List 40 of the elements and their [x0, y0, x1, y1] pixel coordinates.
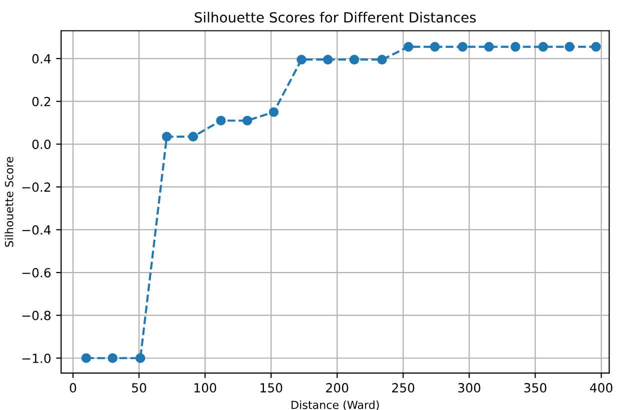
y-tick-label: 0.4 — [32, 54, 51, 64]
point — [538, 42, 548, 52]
y-tick-label: −0.6 — [22, 268, 51, 278]
y-tick-label: 0.0 — [32, 140, 51, 150]
y-tick-label: −0.4 — [22, 225, 51, 235]
x-tick-label: 100 — [194, 383, 216, 392]
point — [404, 42, 414, 52]
x-axis-title: Distance (Ward) — [292, 400, 379, 410]
point — [162, 132, 172, 142]
point — [349, 54, 360, 64]
y-axis-title: Silhouette Score — [4, 156, 14, 247]
x-tick-label: 300 — [458, 383, 480, 392]
point — [296, 54, 306, 64]
point — [484, 42, 494, 52]
point — [216, 116, 226, 126]
x-tick-label: 350 — [524, 383, 546, 392]
y-tick-label: −0.2 — [22, 182, 50, 192]
x-tick-label: 0 — [70, 383, 76, 392]
point — [188, 132, 198, 142]
y-tick-label: 0.2 — [32, 96, 50, 106]
y-tick-label: −1.0 — [22, 354, 51, 364]
point — [430, 42, 440, 52]
point — [268, 107, 279, 117]
point — [323, 54, 333, 64]
point — [564, 42, 574, 52]
x-tick-label: 150 — [260, 383, 282, 392]
point — [242, 116, 252, 126]
point — [81, 353, 92, 363]
y-tick-label: −0.8 — [22, 310, 51, 320]
x-tick-label: 50 — [132, 383, 146, 392]
point — [510, 42, 520, 52]
x-tick-label: 250 — [392, 383, 414, 392]
point — [108, 353, 118, 363]
point — [135, 353, 146, 363]
point — [458, 42, 468, 52]
chart-title: Silhouette Scores for Different Distances — [194, 12, 476, 23]
point — [591, 42, 601, 52]
point — [377, 54, 387, 64]
x-tick-label: 200 — [326, 383, 348, 392]
x-tick-label: 400 — [590, 383, 612, 392]
